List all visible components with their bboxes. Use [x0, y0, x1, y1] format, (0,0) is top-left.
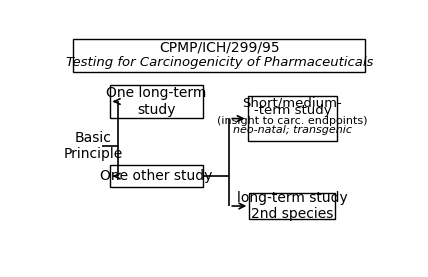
- Text: Testing for Carcinogenicity of Pharmaceuticals: Testing for Carcinogenicity of Pharmaceu…: [65, 55, 373, 68]
- Text: (insight to carc. endpoints): (insight to carc. endpoints): [217, 116, 368, 126]
- Bar: [110, 85, 203, 118]
- Text: long-term study
2nd species: long-term study 2nd species: [237, 191, 348, 221]
- Bar: [110, 165, 203, 187]
- Bar: [74, 39, 365, 72]
- Text: Basic
Principle: Basic Principle: [63, 131, 123, 161]
- Bar: [249, 193, 336, 219]
- Text: One long-term
study: One long-term study: [106, 86, 207, 117]
- Text: neo-natal; transgenic: neo-natal; transgenic: [233, 125, 352, 135]
- Text: One other study: One other study: [100, 169, 213, 183]
- Bar: [247, 96, 337, 142]
- Text: -term study: -term study: [253, 104, 331, 117]
- Text: Short/medium-: Short/medium-: [242, 96, 342, 109]
- Text: CPMP/ICH/299/95: CPMP/ICH/299/95: [159, 40, 279, 54]
